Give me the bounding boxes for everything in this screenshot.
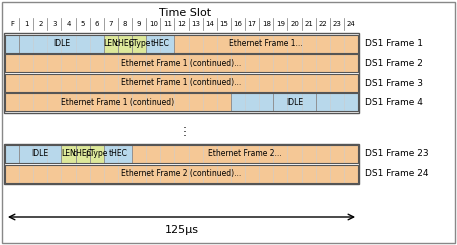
Bar (132, 35, 146, 53)
Bar (19, 35, 104, 53)
Text: 9: 9 (137, 21, 141, 27)
Text: DS1 Frame 24: DS1 Frame 24 (365, 169, 429, 178)
Text: Ethernet Frame 1 (continued): Ethernet Frame 1 (continued) (61, 98, 175, 107)
Bar (5, 145, 358, 163)
Bar (4, 34, 359, 113)
Bar (104, 145, 132, 163)
Text: cHEC: cHEC (115, 39, 135, 49)
Text: 3: 3 (52, 21, 57, 27)
Text: IDLE: IDLE (53, 39, 70, 49)
Text: 19: 19 (276, 21, 285, 27)
Text: .: . (183, 118, 187, 131)
Bar (19, 145, 62, 163)
Text: 10: 10 (149, 21, 158, 27)
Bar (5, 74, 358, 92)
Text: 13: 13 (191, 21, 200, 27)
Text: 23: 23 (332, 21, 341, 27)
Text: LEN: LEN (61, 149, 76, 159)
Bar (5, 94, 231, 111)
Text: 2: 2 (38, 21, 43, 27)
Bar (316, 94, 358, 111)
Text: .: . (183, 126, 187, 139)
Text: Ethernet Frame 1...: Ethernet Frame 1... (229, 39, 303, 49)
Text: pType: pType (85, 149, 108, 159)
Text: 17: 17 (248, 21, 256, 27)
Text: pType: pType (128, 39, 150, 49)
Text: 15: 15 (219, 21, 228, 27)
Text: Ethernet Frame 2...: Ethernet Frame 2... (208, 149, 282, 159)
Bar (62, 145, 75, 163)
Text: 5: 5 (80, 21, 85, 27)
Text: Ethernet Frame 2 (continued)...: Ethernet Frame 2 (continued)... (122, 169, 242, 178)
Text: DS1 Frame 2: DS1 Frame 2 (365, 59, 423, 68)
Text: DS1 Frame 3: DS1 Frame 3 (365, 78, 423, 87)
Bar (231, 94, 273, 111)
Text: LEN: LEN (104, 39, 118, 49)
Bar (5, 35, 358, 53)
Text: 21: 21 (304, 21, 313, 27)
Text: tHEC: tHEC (108, 149, 128, 159)
Bar (146, 35, 175, 53)
Bar (118, 35, 132, 53)
Text: F: F (10, 21, 14, 27)
Text: cHEC: cHEC (73, 149, 93, 159)
Bar (5, 164, 358, 183)
Text: Time Slot: Time Slot (159, 8, 211, 18)
Bar (5, 145, 19, 163)
Text: 16: 16 (234, 21, 243, 27)
Text: 7: 7 (109, 21, 113, 27)
Text: 20: 20 (290, 21, 299, 27)
Bar (5, 164, 358, 183)
Bar (5, 54, 358, 73)
Text: Ethernet Frame 1 (continued)...: Ethernet Frame 1 (continued)... (122, 59, 242, 68)
Text: 6: 6 (95, 21, 99, 27)
Text: .: . (183, 122, 187, 135)
Text: 12: 12 (177, 21, 186, 27)
Text: 22: 22 (319, 21, 327, 27)
Text: 4: 4 (66, 21, 71, 27)
Bar (90, 145, 104, 163)
Bar (5, 35, 19, 53)
Text: Ethernet Frame 1 (continued)...: Ethernet Frame 1 (continued)... (122, 78, 242, 87)
Bar (273, 94, 316, 111)
Text: 11: 11 (163, 21, 172, 27)
Text: 24: 24 (346, 21, 355, 27)
Bar (132, 145, 358, 163)
Text: DS1 Frame 4: DS1 Frame 4 (365, 98, 423, 107)
Bar (75, 145, 90, 163)
Text: 1: 1 (24, 21, 28, 27)
Text: IDLE: IDLE (32, 149, 49, 159)
Text: DS1 Frame 1: DS1 Frame 1 (365, 39, 423, 49)
Text: 125μs: 125μs (165, 225, 198, 235)
Bar (175, 35, 358, 53)
Text: 14: 14 (205, 21, 214, 27)
Bar (5, 94, 358, 111)
Text: IDLE: IDLE (286, 98, 303, 107)
Bar (4, 144, 359, 184)
Text: tHEC: tHEC (151, 39, 170, 49)
Bar (5, 74, 358, 92)
Bar (5, 54, 358, 73)
Text: 8: 8 (123, 21, 127, 27)
Text: DS1 Frame 23: DS1 Frame 23 (365, 149, 429, 159)
Text: 18: 18 (262, 21, 271, 27)
Bar (104, 35, 118, 53)
